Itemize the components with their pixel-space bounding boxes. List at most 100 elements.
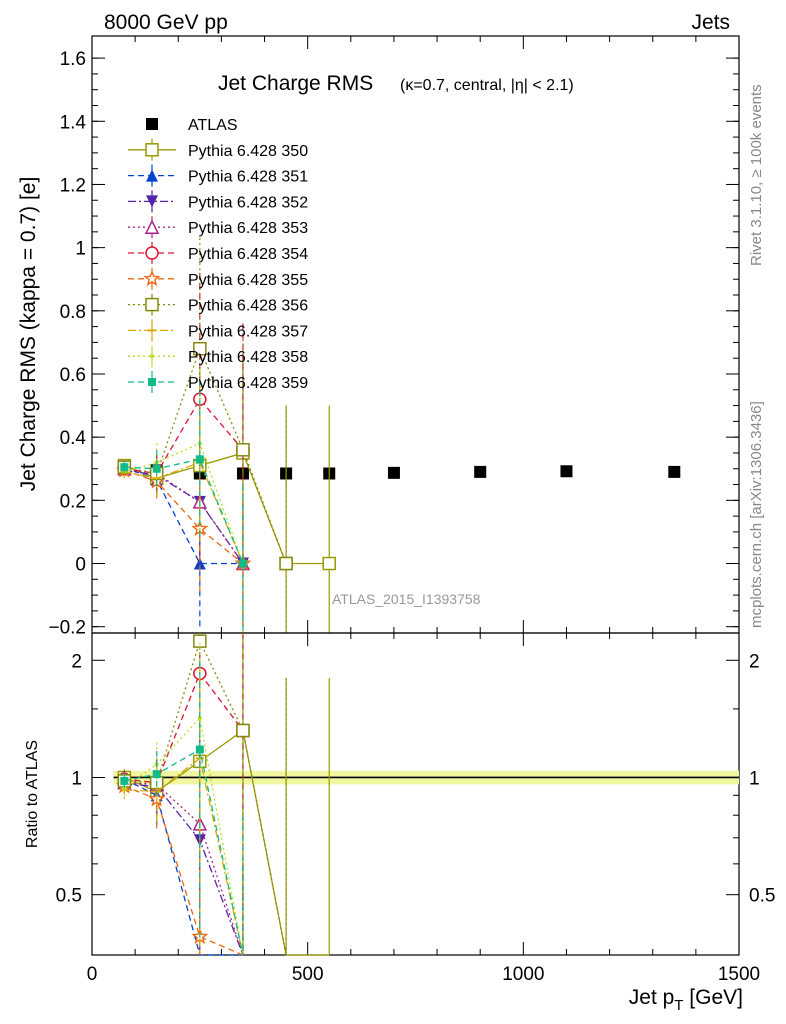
legend-label: Pythia 6.428 356	[188, 298, 308, 315]
series-line	[124, 458, 244, 564]
y-tick-label: 0.2	[60, 491, 86, 512]
legend-item: Pythia 6.428 355	[128, 267, 308, 290]
y-tick-label: 1.6	[60, 49, 86, 70]
main-axis-ticks: −0.2 0 0.2 0.4 0.6 0.8 1 1.2 1.4 1.6	[48, 36, 740, 639]
ratio-y-tick-label-right: 1	[749, 768, 760, 789]
data-point	[322, 556, 336, 571]
legend-item: Pythia 6.428 357	[128, 319, 308, 342]
legend-marker	[145, 297, 159, 312]
ratio-series-2	[118, 734, 244, 956]
ratio-y-tick-label: 1	[71, 768, 82, 789]
ratio-line	[124, 757, 244, 956]
series-1	[117, 358, 336, 633]
legend-item: Pythia 6.428 350	[128, 138, 308, 161]
ratio-line	[124, 781, 244, 956]
ratio-series-7	[120, 667, 244, 956]
x-axis-label-main: Jet p	[629, 986, 675, 1009]
data-point	[238, 559, 247, 568]
ratio-point	[120, 776, 129, 785]
ratio-point	[197, 716, 202, 721]
mcplots-label: mcplots.cern.ch [arXiv:1306.3436]	[748, 401, 765, 628]
series-8	[120, 383, 247, 633]
legend-label: Pythia 6.428 355	[188, 272, 308, 289]
ratio-line	[124, 785, 244, 956]
legend-label: ATLAS	[188, 117, 238, 134]
main-title: Jet Charge RMS	[218, 72, 373, 95]
ratio-line	[124, 672, 244, 784]
x-axis-label-unit: [GeV]	[683, 986, 743, 1009]
y-tick-label: 1.4	[60, 112, 87, 133]
x-tick-label: 500	[292, 964, 324, 985]
y-tick-label: 0.8	[60, 302, 86, 323]
data-point	[193, 341, 207, 356]
legend-marker	[145, 143, 159, 157]
ratio-y-tick-label-right: 2	[749, 651, 760, 672]
legend-marker	[146, 169, 158, 182]
header-right: Jets	[691, 11, 730, 34]
ratio-y-tick-label-right: 0.5	[749, 886, 775, 907]
ratio-axis-ticks: 0 500 1000 1500 0.5 0.5 1 1 2 2	[56, 633, 775, 985]
legend-marker	[145, 246, 159, 260]
legend-item: Pythia 6.428 356	[128, 293, 308, 316]
ratio-y-tick-label: 2	[71, 651, 82, 672]
series-line	[124, 468, 244, 564]
header-left: 8000 GeV pp	[104, 11, 228, 34]
data-point	[279, 556, 293, 571]
series-line	[124, 442, 244, 564]
ratio-line	[124, 639, 287, 956]
x-tick-label: 1000	[502, 964, 544, 985]
ratio-series-0	[117, 635, 330, 956]
legend-label: Pythia 6.428 352	[188, 194, 308, 211]
legend-marker	[146, 195, 158, 208]
x-axis-label: Jet pT [GeV]	[629, 986, 743, 1014]
series-line	[124, 398, 244, 475]
legend-item: Pythia 6.428 354	[128, 242, 308, 264]
data-point	[474, 465, 487, 478]
rivet-label: Rivet 3.1.10, ≥ 100k events	[748, 84, 765, 266]
data-point	[560, 465, 573, 478]
legend-item: Pythia 6.428 352	[128, 190, 308, 213]
y-tick-label: 0.6	[60, 365, 86, 386]
ratio-point	[193, 634, 207, 648]
ratio-series-1	[118, 769, 244, 956]
main-subtitle: (κ=0.7, central, |η| < 2.1)	[400, 77, 574, 94]
data-point	[387, 466, 400, 479]
data-point	[668, 465, 681, 478]
x-tick-label: 0	[87, 964, 98, 985]
legend-item: ATLAS	[146, 117, 238, 134]
ratio-series-4	[117, 633, 250, 955]
data-point	[120, 463, 129, 472]
ratio-point	[236, 723, 250, 738]
ratio-series-8	[122, 642, 244, 956]
legend-marker	[144, 219, 160, 234]
series-line	[124, 469, 244, 564]
data-point	[152, 464, 161, 473]
legend-label: Pythia 6.428 350	[188, 143, 308, 160]
ratio-series-9	[120, 661, 244, 956]
main-panel: Jet Charge RMS (κ=0.7, central, |η| < 2.…	[17, 35, 740, 639]
legend-label: Pythia 6.428 354	[188, 246, 308, 263]
legend-marker	[143, 269, 161, 287]
x-axis-label-sub: T	[674, 997, 683, 1014]
y-tick-label: 0	[75, 555, 86, 576]
series-line	[124, 346, 287, 564]
legend-marker	[150, 354, 154, 359]
legend-marker	[148, 378, 156, 386]
ratio-panel: Ratio to ATLAS 0 500 1000 1500 0.5 0.5 1 1 2 2 Je…	[24, 632, 775, 1014]
legend-item: Pythia 6.428 358	[128, 345, 308, 368]
legend-marker	[146, 118, 158, 130]
ratio-series-layer	[113, 633, 740, 956]
legend-label: Pythia 6.428 351	[188, 169, 308, 186]
y-tick-label: −0.2	[48, 618, 86, 639]
ratio-line	[124, 783, 244, 956]
series-9	[122, 364, 245, 633]
x-tick-label: 1500	[718, 964, 760, 985]
legend-label: Pythia 6.428 357	[188, 323, 308, 340]
data-point	[195, 455, 204, 464]
legend: ATLAS Pythia 6.428 350 Pythia 6.428 351 Pyt…	[128, 117, 308, 393]
ratio-y-tick-label: 0.5	[56, 886, 82, 907]
legend-label: Pythia 6.428 359	[188, 375, 308, 392]
legend-label: Pythia 6.428 358	[188, 349, 308, 366]
main-ylabel: Jet Charge RMS (kappa = 0.7) [e]	[17, 177, 40, 492]
